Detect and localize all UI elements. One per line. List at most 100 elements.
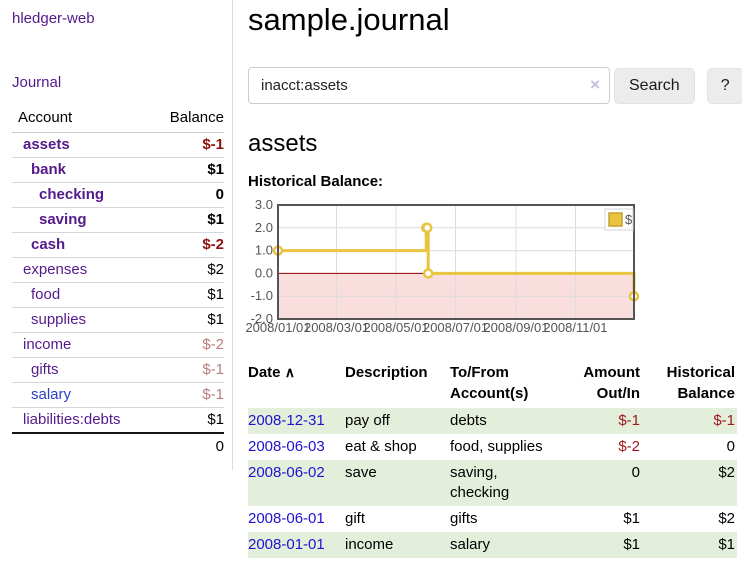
register-date-link[interactable]: 2008-06-01 — [248, 510, 325, 527]
account-balance: $1 — [153, 407, 224, 434]
y-axis-tick-label: 2.0 — [255, 220, 273, 235]
account-row: expenses $2 — [12, 257, 224, 283]
register-row: 2008-06-03 eat & shop food, supplies $-2… — [248, 434, 737, 460]
search-button[interactable]: Search — [614, 67, 695, 104]
register-balance: 0 — [726, 438, 735, 455]
register-header-description: Description — [345, 364, 428, 381]
sort-ascending-icon: ∧ — [284, 364, 295, 380]
register-accounts: saving, checking — [450, 464, 510, 501]
register-row: 2008-06-02 save saving, checking 0 $2 — [248, 460, 737, 506]
account-row: salary $-1 — [12, 382, 224, 408]
register-balance: $2 — [718, 464, 735, 481]
x-axis-tick-label: 2008/07/01 — [423, 320, 488, 335]
page: hledger-web Journal Account Balance asse… — [0, 0, 742, 558]
account-row: food $1 — [12, 282, 224, 308]
brand-link[interactable]: hledger-web — [12, 10, 95, 27]
account-balance: $-1 — [153, 382, 224, 408]
account-link[interactable]: liabilities:debts — [23, 411, 121, 428]
register-accounts: salary — [450, 536, 491, 553]
account-row: liabilities:debts $1 — [12, 407, 224, 434]
sidebar: hledger-web Journal Account Balance asse… — [0, 0, 233, 470]
chart-title: Historical Balance: — [248, 173, 384, 190]
register-description: save — [345, 464, 377, 481]
account-balance: $-1 — [153, 357, 224, 383]
accounts-header-row: Account Balance — [12, 105, 224, 133]
accounts-total-balance: 0 — [12, 432, 224, 460]
register-header-amount: Amount Out/In — [583, 364, 640, 402]
account-row: bank $1 — [12, 157, 224, 183]
x-axis-tick-label: 2008/05/01 — [363, 320, 428, 335]
account-row: saving $1 — [12, 207, 224, 233]
register-date-link[interactable]: 2008-01-01 — [248, 536, 325, 553]
account-balance: $2 — [153, 257, 224, 283]
register-description: income — [345, 536, 394, 553]
register-description: eat & shop — [345, 438, 417, 455]
register-header-row: Date ∧ Description To/From Account(s) Am… — [248, 361, 737, 408]
legend-label: $ — [625, 212, 633, 227]
y-axis-tick-label: -1.0 — [251, 288, 273, 303]
x-axis-tick-label: 2008/01/01 — [245, 320, 310, 335]
register-description: gift — [345, 510, 366, 527]
x-axis-tick-label: 2008/09/01 — [483, 320, 548, 335]
account-link[interactable]: saving — [39, 211, 87, 228]
account-balance: $-2 — [153, 332, 224, 358]
register-date-link[interactable]: 2008-06-03 — [248, 438, 325, 455]
register-amount: $1 — [623, 536, 640, 553]
account-balance: $1 — [153, 207, 224, 233]
register-accounts: gifts — [450, 510, 478, 527]
y-axis-tick-label: 3.0 — [255, 197, 273, 212]
account-balance: $1 — [153, 157, 224, 183]
account-row: checking 0 — [12, 182, 224, 208]
account-link[interactable]: income — [23, 336, 72, 353]
register-amount: $1 — [623, 510, 640, 527]
account-link[interactable]: expenses — [23, 261, 88, 278]
x-axis-tick-label: 2008/11/01 — [543, 320, 607, 335]
account-balance: $-1 — [153, 132, 224, 158]
register-table: Date ∧ Description To/From Account(s) Am… — [248, 361, 737, 558]
search-input[interactable] — [248, 67, 610, 104]
search-form: × Search ? — [248, 67, 742, 104]
account-balance: 0 — [153, 182, 224, 208]
register-date-link[interactable]: 2008-12-31 — [248, 412, 325, 429]
plot-border — [277, 204, 635, 320]
register-header-date: Date ∧ — [248, 364, 295, 381]
register-description: pay off — [345, 412, 390, 429]
historical-balance-chart: 3.0 2.0 1.0 0.0 -1.0 -2.0 2008/01/01 2008/03/01… — [245, 197, 742, 338]
data-point-marker — [422, 268, 434, 279]
account-heading: assets — [248, 130, 318, 157]
accounts-table: Account Balance assets $-1 bank $1 check… — [12, 105, 224, 460]
chart-canvas: 3.0 2.0 1.0 0.0 -1.0 -2.02008/01/012008/03/01… — [245, 197, 640, 335]
help-button[interactable]: ? — [706, 67, 742, 104]
register-amount: 0 — [631, 464, 640, 481]
register-header-balance: Historical Balance — [666, 364, 735, 402]
register-header-accounts: To/From Account(s) — [450, 364, 529, 402]
sidebar-item-journal[interactable]: Journal — [12, 74, 62, 91]
data-point-marker — [421, 222, 433, 234]
register-amount: $-2 — [618, 438, 640, 455]
account-link[interactable]: cash — [31, 236, 66, 253]
register-row: 2008-06-01 gift gifts $1 $2 — [248, 506, 737, 532]
account-link[interactable]: bank — [31, 161, 67, 178]
y-axis-tick-label: 1.0 — [255, 243, 273, 258]
register-row: 2008-01-01 income salary $1 $1 — [248, 532, 737, 558]
x-axis-tick-label: 2008/03/01 — [304, 320, 369, 335]
account-link[interactable]: supplies — [31, 311, 87, 328]
legend-swatch — [608, 212, 623, 227]
account-link[interactable]: gifts — [31, 361, 59, 378]
account-balance: $-2 — [153, 232, 224, 258]
account-link[interactable]: assets — [23, 136, 70, 153]
account-link[interactable]: salary — [31, 386, 72, 403]
register-date-link[interactable]: 2008-06-02 — [248, 464, 325, 481]
clear-search-icon[interactable]: × — [590, 75, 600, 94]
page-title: sample.journal — [248, 2, 450, 37]
account-row: cash $-2 — [12, 232, 224, 258]
account-link[interactable]: checking — [39, 186, 105, 203]
account-balance: $1 — [153, 307, 224, 333]
account-link[interactable]: food — [31, 286, 61, 303]
accounts-total-row: 0 — [12, 432, 224, 460]
register-accounts: food, supplies — [450, 438, 543, 455]
main-content: sample.journal × Search ? assets Histori… — [233, 0, 742, 558]
register-balance: $-1 — [713, 412, 735, 429]
y-axis-tick-label: 0.0 — [255, 265, 273, 280]
account-row: supplies $1 — [12, 307, 224, 333]
